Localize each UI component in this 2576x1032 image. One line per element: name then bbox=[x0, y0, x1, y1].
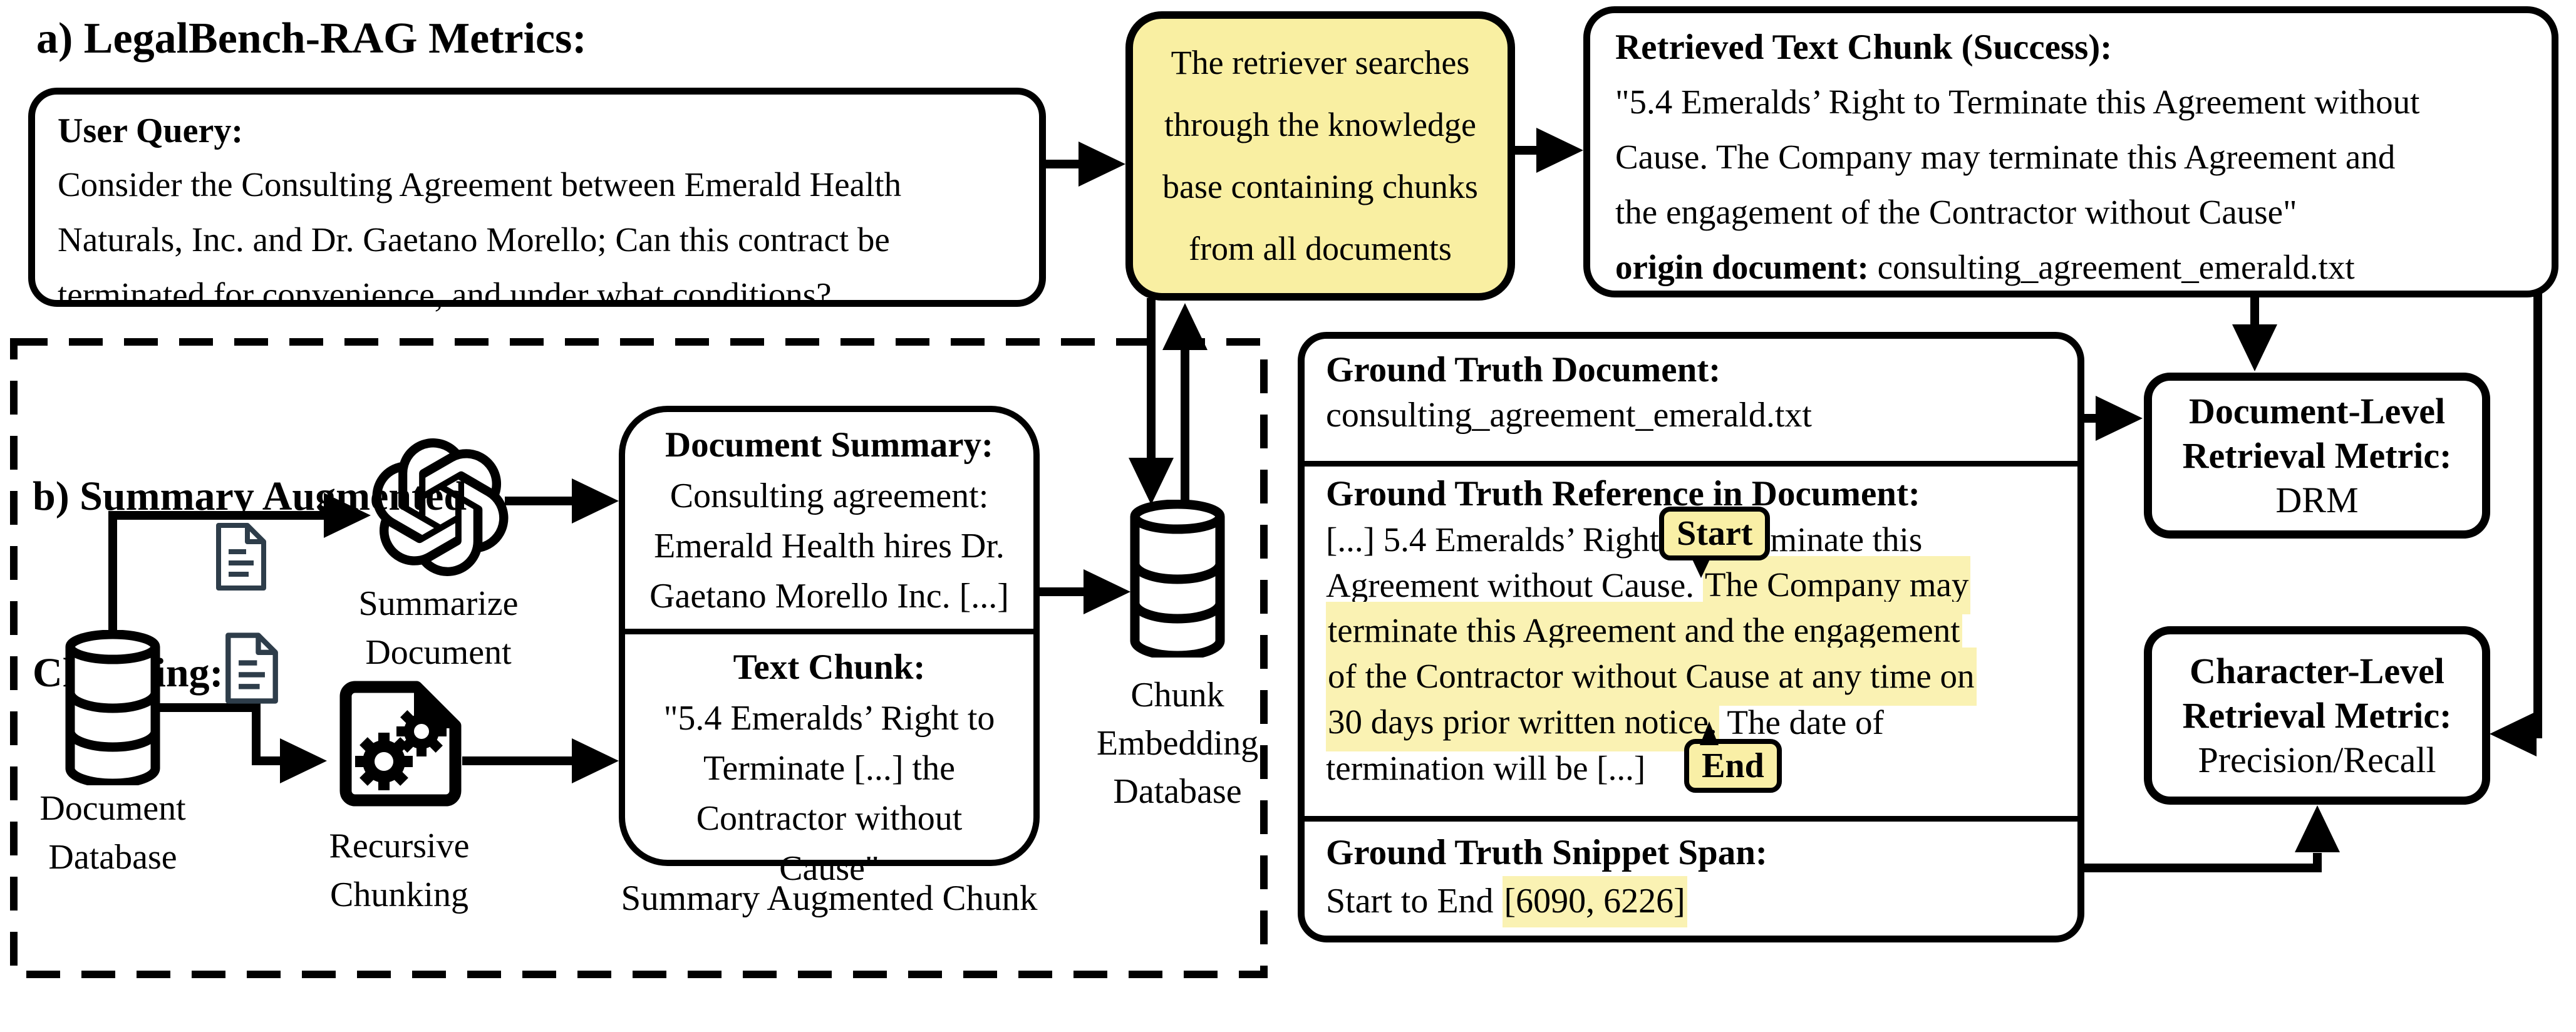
user-query-line: Naturals, Inc. and Dr. Gaetano Morello; … bbox=[58, 220, 890, 259]
chunk-embedding-database-label: Chunk Embedding Database bbox=[1096, 676, 1259, 811]
retriever-note-box: The retriever searches through the knowl… bbox=[1125, 11, 1515, 301]
highlighted-snippet-text: 30 days prior written notice. bbox=[1326, 693, 1719, 751]
ground-truth-document-section: Ground Truth Document: consulting_agreem… bbox=[1305, 339, 2077, 461]
text-chunk-section: Text Chunk: "5.4 Emeralds’ Right to Term… bbox=[625, 629, 1033, 901]
retrieved-chunk-line: "5.4 Emeralds’ Right to Terminate this A… bbox=[1615, 83, 2420, 121]
summarize-document-label: Summarize Document bbox=[358, 584, 519, 672]
retrieved-chunk-line: Cause. The Company may terminate this Ag… bbox=[1615, 138, 2396, 176]
summary-augmented-chunk-caption: Summary Augmented Chunk bbox=[621, 879, 1038, 918]
recursive-chunking-icon bbox=[339, 681, 462, 807]
user-query-box: User Query: Consider the Consulting Agre… bbox=[28, 88, 1046, 314]
user-query-line: Consider the Consulting Agreement betwee… bbox=[58, 165, 902, 204]
panel-a-title: a) LegalBench-RAG Metrics: bbox=[36, 14, 587, 63]
retrieved-chunk-title: Retrieved Text Chunk (Success): bbox=[1615, 28, 2113, 67]
document-level-metric-box: Document-Level Retrieval Metric: DRM bbox=[2144, 373, 2490, 539]
arrowheads bbox=[280, 128, 2537, 852]
arrow-db-to-recursive bbox=[150, 703, 282, 765]
document-database-icon bbox=[65, 630, 160, 785]
retriever-note-line: from all documents bbox=[1189, 230, 1452, 267]
ground-truth-reference-section: Ground Truth Reference in Document: [...… bbox=[1305, 461, 2077, 822]
origin-document-line: origin document: consulting_agreement_em… bbox=[1615, 240, 2527, 295]
summary-augmented-chunk-box: Document Summary: Consulting agreement: … bbox=[619, 406, 1040, 888]
document-summary-section: Document Summary: Consulting agreement: … bbox=[625, 412, 1033, 629]
origin-document-value: consulting_agreement_emerald.txt bbox=[1877, 248, 2355, 286]
gear-icon bbox=[355, 706, 447, 790]
arrow-chunk-to-charmetric bbox=[2533, 276, 2542, 738]
recursive-chunking-label: Recursive Chunking bbox=[329, 827, 470, 914]
ground-truth-box: Ground Truth Document: consulting_agreem… bbox=[1298, 332, 2084, 942]
span-value-highlight: [6090, 6226] bbox=[1502, 876, 1687, 927]
document-database-label: Document Database bbox=[39, 789, 186, 877]
precision-recall-value: Precision/Recall bbox=[2198, 740, 2436, 780]
file-icon bbox=[225, 632, 278, 704]
character-level-metric-box: Character-Level Retrieval Metric: Precis… bbox=[2144, 626, 2490, 805]
chunk-embedding-database-icon bbox=[1130, 500, 1225, 658]
ground-truth-span-label: Ground Truth Snippet Span: bbox=[1326, 833, 1767, 872]
user-query-label: User Query: bbox=[58, 111, 243, 150]
retriever-note-line: base containing chunks bbox=[1162, 168, 1478, 205]
origin-document-label: origin document: bbox=[1615, 248, 1869, 286]
end-marker-tag: End bbox=[1684, 721, 1782, 793]
panel-b-dashed-border bbox=[10, 338, 1268, 978]
ground-truth-span-section: Ground Truth Snippet Span: Start to End … bbox=[1305, 822, 2077, 936]
openai-logo-icon bbox=[372, 438, 509, 576]
retrieved-chunk-line: the engagement of the Contractor without… bbox=[1615, 193, 2297, 231]
arrow-db-to-summarize bbox=[108, 511, 324, 642]
file-icon bbox=[216, 523, 266, 591]
ground-truth-reference-label: Ground Truth Reference in Document: bbox=[1326, 474, 1920, 513]
arrow-span-to-charmetric bbox=[2081, 853, 2322, 872]
user-query-line: terminated for convenience, and under wh… bbox=[58, 276, 832, 314]
start-marker-tag: Start bbox=[1659, 506, 1771, 578]
panel-b-title-line1: b) Summary Augmented bbox=[33, 473, 467, 519]
ground-truth-document-value: consulting_agreement_emerald.txt bbox=[1326, 396, 1812, 435]
text-chunk-label: Text Chunk: bbox=[733, 648, 926, 687]
document-summary-label: Document Summary: bbox=[665, 425, 994, 465]
retriever-note-line: The retriever searches bbox=[1171, 44, 1470, 81]
retrieved-chunk-box: Retrieved Text Chunk (Success): "5.4 Eme… bbox=[1583, 6, 2558, 297]
ground-truth-document-label: Ground Truth Document: bbox=[1326, 350, 1721, 390]
retriever-note-line: through the knowledge bbox=[1164, 106, 1476, 143]
drm-value: DRM bbox=[2275, 480, 2359, 520]
